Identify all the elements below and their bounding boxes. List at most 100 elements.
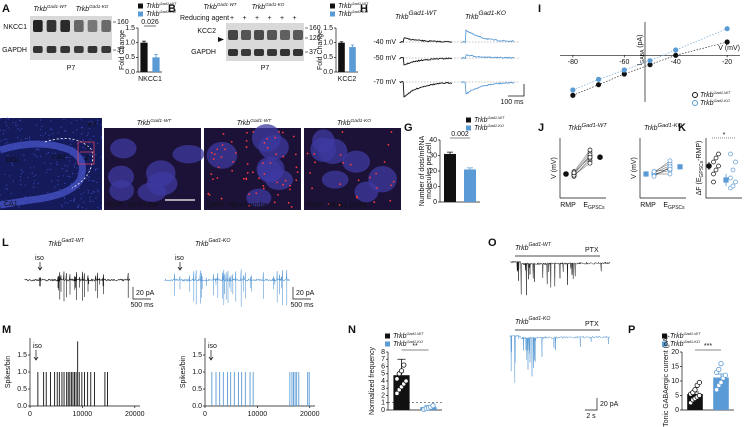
image-speck [57,175,60,178]
stain-label: DAPI [307,202,323,209]
data-point [718,360,724,367]
image-speck [36,156,38,158]
data-point [673,47,679,53]
genotype-sup: Gad1-WT [713,90,730,95]
image-speck [74,162,77,164]
y-axis-label: Spikes/bin [180,356,187,388]
mrna-dot [231,169,234,172]
mrna-dot [276,181,278,184]
legend-marker [692,92,698,98]
image-speck [89,154,91,156]
legend-marker [662,333,667,339]
genotype-sup: Gad1-WT [150,118,172,124]
genotype-base: Trkb [700,92,714,99]
genotype-sup: Gad1-KO [89,4,109,9]
blot-band [101,46,111,53]
nucleus [206,141,238,169]
image-speck [20,169,22,171]
lane-label: + [230,15,234,22]
image-speck [40,128,42,131]
pair-line [573,149,591,172]
blot-label: KCC2 [197,28,216,35]
nucleus [342,150,371,173]
blot-bg [226,23,304,61]
data-point [696,379,702,386]
y-axis-label: molecules per cell [426,143,433,199]
image-speck [87,132,89,134]
image-speck [31,172,33,174]
image-speck [20,183,22,186]
image-speck [46,152,48,155]
image-speck [36,149,38,151]
pair-line [573,157,591,173]
marker-label: 37 [309,49,317,56]
arrowhead [218,37,224,42]
mrna-dot [269,162,272,164]
legend-marker [692,100,698,106]
genotype-sup: Gad1-KO [351,9,367,14]
image-speck [86,134,89,137]
image-speck [20,179,22,181]
image-speck [89,200,91,203]
image-speck [3,138,5,140]
image-speck [50,162,52,165]
image-speck [50,180,53,182]
annotation: 0.002 [451,131,469,138]
region-label: DGL [6,157,21,164]
x-category-label: RMP [640,202,656,209]
y-tick-label: 5 [381,371,385,378]
probe-label: No Probe [128,202,158,209]
image-speck [82,146,84,148]
scale-bar [585,398,598,411]
image-speck [4,173,6,176]
image-speck [92,200,94,203]
nucleus [110,138,137,159]
mrna-dot [212,158,215,160]
data-point [401,362,407,368]
mrna-dot [342,161,345,164]
mrna-dot [357,179,360,182]
roi-label: 2 [85,155,89,162]
blot-band [46,20,57,32]
image-speck [89,199,91,201]
nucleus [321,170,349,189]
current-trace [509,334,611,383]
data-point [711,159,716,165]
mrna-dot [338,204,341,206]
image-speck [19,119,21,121]
y-tick-label: 2 [381,392,385,399]
mrna-dot [389,199,392,202]
nucleus [251,124,282,152]
data-point [570,92,576,98]
mrna-dot [306,152,309,155]
axes [559,138,606,199]
image-speck [0,129,1,131]
y-axis-label: Spikes/bin [5,356,12,388]
label-base: E [663,202,668,209]
genotype-label: TrkbGad1-WT [33,4,67,13]
image-speck [44,132,47,134]
image-speck [7,117,9,119]
mrna-dot [273,201,276,204]
image-speck [48,138,50,140]
data-point [713,167,719,173]
y-tick-label: 10 [671,378,679,385]
image-speck [59,138,61,140]
image-speck [24,184,26,186]
mrna-dot [287,201,290,204]
image-speck [12,122,14,124]
mrna-dot [216,176,219,179]
image-speck [52,152,54,154]
genotype-label: TrkbGad1-KO [76,4,109,13]
y-tick-label: 0.0 [192,403,202,410]
data-point [733,179,738,185]
image-speck [87,192,89,194]
genotype-sup: Gad1-WT [683,331,700,336]
legend-marker [466,125,471,131]
y-tick-label: 3 [381,385,385,392]
image-speck [41,125,43,128]
legend-marker [466,117,471,123]
image-speck [78,204,80,206]
image-speck [0,117,2,120]
mrna-dot [275,153,278,156]
